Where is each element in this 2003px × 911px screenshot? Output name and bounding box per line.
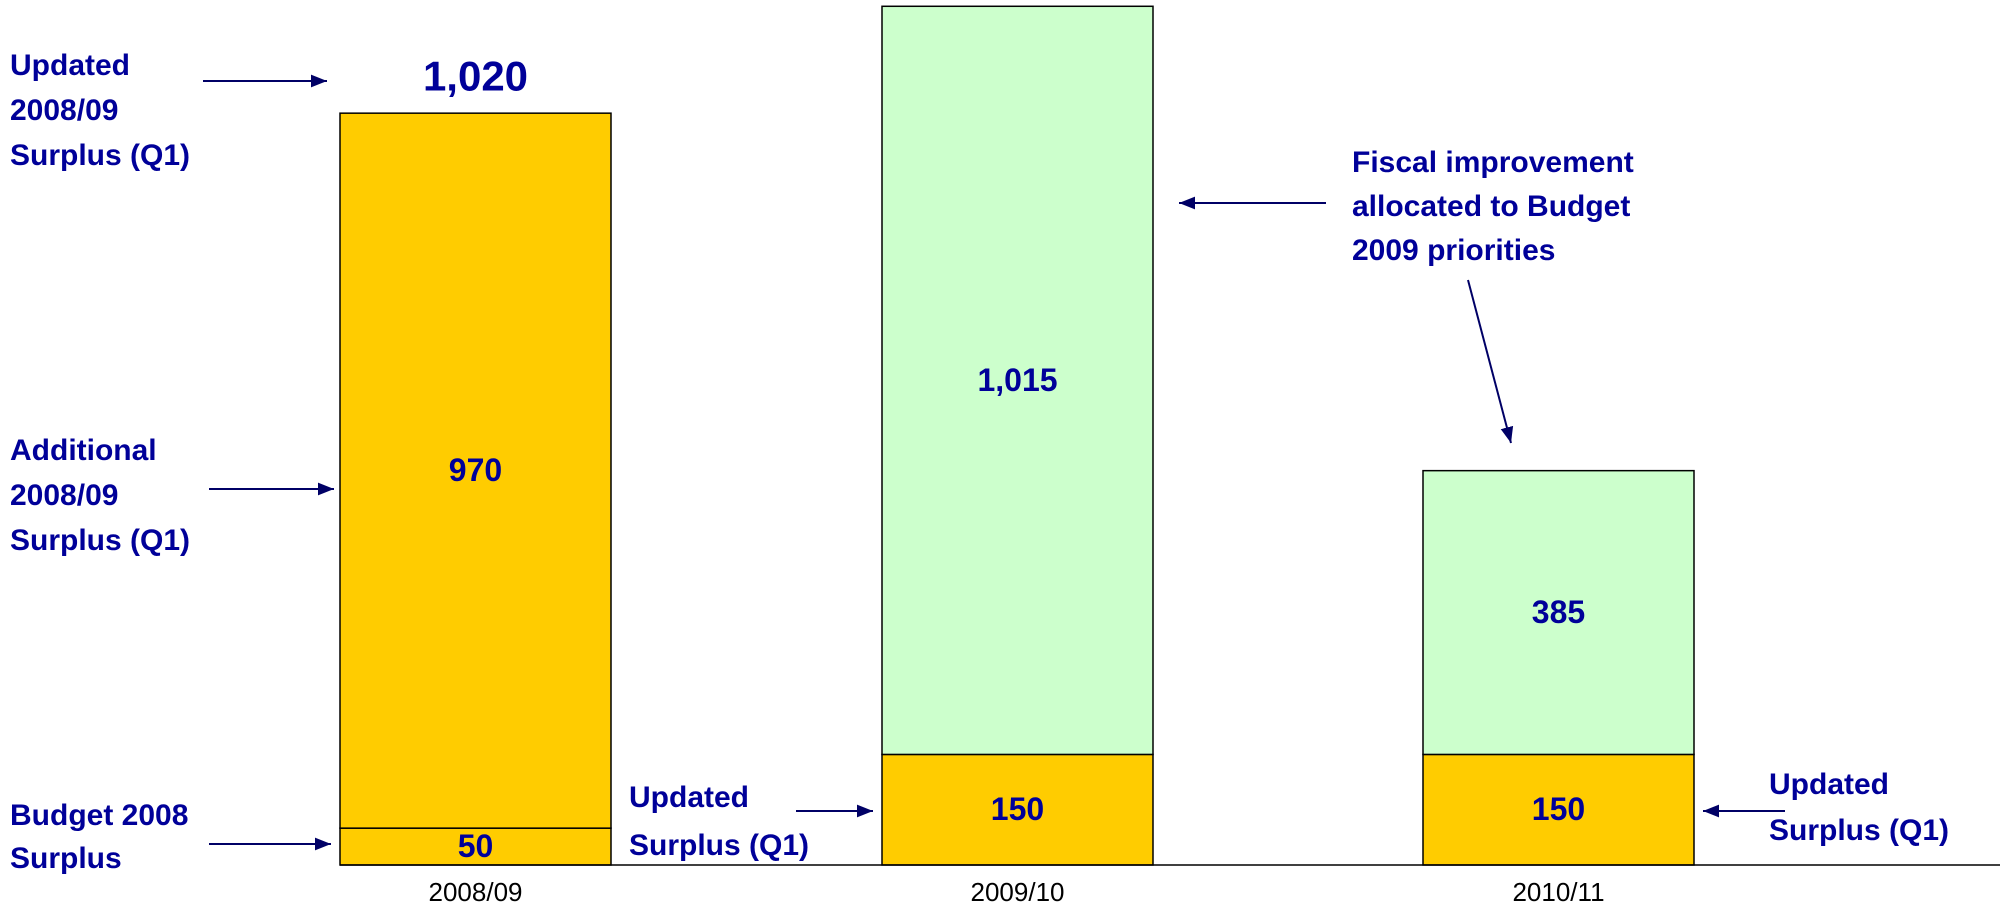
value-label: 150 — [991, 791, 1044, 827]
annotation-line: Surplus (Q1) — [10, 524, 190, 557]
annotation: Budget 2008 Surplus — [10, 799, 188, 875]
annotation: Updated Surplus (Q1) — [629, 781, 809, 862]
annotation: Fiscal improvement allocated to Budget 200… — [1352, 146, 1634, 267]
bar-segment — [881, 753, 1154, 866]
value-label: 385 — [1532, 594, 1585, 630]
annotation-line: 2008/09 — [10, 479, 118, 512]
annotation-line: Surplus (Q1) — [629, 829, 809, 862]
bar-segment — [339, 112, 612, 829]
annotation-line: Budget 2008 — [10, 799, 188, 832]
annotation-line: Updated — [1769, 768, 1889, 801]
annotation-line: Surplus (Q1) — [1769, 814, 1949, 847]
value-label: 970 — [449, 452, 502, 488]
annotation-line: 2009 priorities — [1352, 234, 1555, 267]
arrows — [203, 74, 1785, 851]
total-label: 1,020 — [423, 52, 528, 99]
value-label: 150 — [1532, 791, 1585, 827]
annotation-line: allocated to Budget — [1352, 190, 1630, 223]
annotation: Updated Surplus (Q1) — [1769, 768, 1949, 847]
category-label: 2009/10 — [971, 877, 1065, 907]
category-label: 2010/11 — [1512, 877, 1604, 907]
annotation-line: Fiscal improvement — [1352, 146, 1634, 179]
arrow — [1467, 279, 1514, 444]
annotation: Updated 2008/09 Surplus (Q1) — [10, 49, 190, 172]
bar-segment — [881, 5, 1154, 756]
annotation-line: Additional — [10, 434, 157, 467]
annotation: Additional 2008/09 Surplus (Q1) — [10, 434, 190, 557]
annotation-line: 2008/09 — [10, 94, 118, 127]
value-label: 50 — [458, 828, 494, 864]
annotation-line: Updated — [10, 49, 130, 82]
annotation-line: Surplus (Q1) — [10, 139, 190, 172]
annotation-line: Updated — [629, 781, 749, 814]
bar-segment — [1422, 753, 1695, 866]
annotation-line: Surplus — [10, 842, 122, 875]
category-label: 2008/09 — [429, 877, 523, 907]
value-label: 1,015 — [977, 362, 1057, 398]
bar-segment — [1422, 469, 1695, 756]
